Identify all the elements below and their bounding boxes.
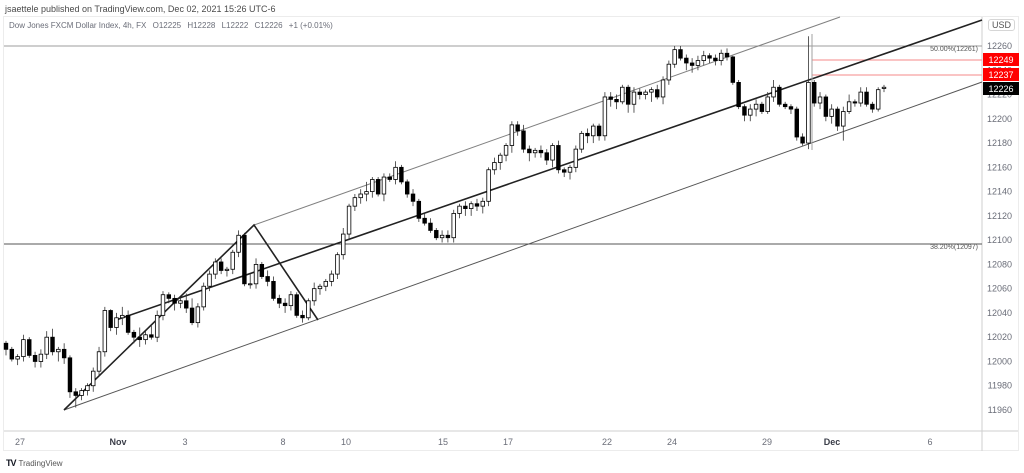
time-tick: 22 xyxy=(602,437,612,447)
tradingview-brand-text: TradingView xyxy=(18,458,63,468)
zigzag-line[interactable] xyxy=(63,223,319,411)
price-tick: 12140 xyxy=(987,187,1012,197)
price-tick: 12200 xyxy=(987,114,1012,124)
time-tick: 10 xyxy=(341,437,351,447)
ohlc-close: C12226 xyxy=(254,21,283,30)
time-tick: 8 xyxy=(280,437,285,447)
price-tick: 12180 xyxy=(987,138,1012,148)
time-tick: 29 xyxy=(762,437,772,447)
price-tick: 11980 xyxy=(988,381,1012,391)
price-tick: 12260 xyxy=(987,41,1012,51)
price-tick: 12080 xyxy=(987,259,1012,269)
price-tick: 11960 xyxy=(988,405,1012,415)
channel-upper-line[interactable] xyxy=(253,16,841,226)
time-tick: 27 xyxy=(15,437,25,447)
fib-50-label: 50.00%(12261) xyxy=(930,46,978,53)
chart-frame xyxy=(3,16,1019,451)
svg-text:12237: 12237 xyxy=(988,70,1013,80)
time-tick: Dec xyxy=(824,437,841,447)
price-tick: 12100 xyxy=(987,235,1012,245)
time-tick: 6 xyxy=(927,437,932,447)
price-tick: 12000 xyxy=(987,356,1012,366)
ohlc-high: H12228 xyxy=(187,21,216,30)
publisher-line: jsaettele published on TradingView.com, … xyxy=(5,4,276,14)
time-axis-ticks: 27 Nov 3 8 10 15 17 22 24 29 Dec 6 xyxy=(15,437,933,447)
price-tick: 12120 xyxy=(987,211,1012,221)
ohlc-low: L12222 xyxy=(221,21,249,30)
price-tick: 12060 xyxy=(987,284,1012,294)
time-tick: Nov xyxy=(109,437,126,447)
price-tag-12237: 12237 xyxy=(983,68,1019,81)
symbol-name[interactable]: Dow Jones FXCM Dollar Index, 4h, FX xyxy=(9,21,147,30)
footer-brand: TV TradingView xyxy=(6,458,63,468)
svg-text:12226: 12226 xyxy=(988,84,1013,94)
tradingview-logo-icon: TV xyxy=(6,458,16,468)
time-tick: 24 xyxy=(667,437,677,447)
price-tick: 12160 xyxy=(987,162,1012,172)
ohlc-open: O12225 xyxy=(152,21,182,30)
candlestick-series xyxy=(3,36,887,408)
time-tick: 15 xyxy=(438,437,448,447)
time-tick: 17 xyxy=(503,437,513,447)
time-tick: 3 xyxy=(182,437,187,447)
ohlc-change: +1 (+0.01%) xyxy=(288,21,333,30)
price-tick: 12020 xyxy=(987,332,1012,342)
price-tag-current: 12226 xyxy=(983,82,1019,95)
price-tag-12249: 12249 xyxy=(983,53,1019,66)
currency-button[interactable]: USD xyxy=(988,19,1016,31)
svg-text:12249: 12249 xyxy=(988,55,1013,65)
price-tick: 12040 xyxy=(987,308,1012,318)
fib-382-label: 38.20%(12097) xyxy=(930,244,978,251)
channel-lower-line[interactable] xyxy=(63,81,983,411)
price-axis-ticks: 1226012240122201220012180121601214012120… xyxy=(987,41,1012,415)
symbol-legend: Dow Jones FXCM Dollar Index, 4h, FX O122… xyxy=(9,21,337,30)
